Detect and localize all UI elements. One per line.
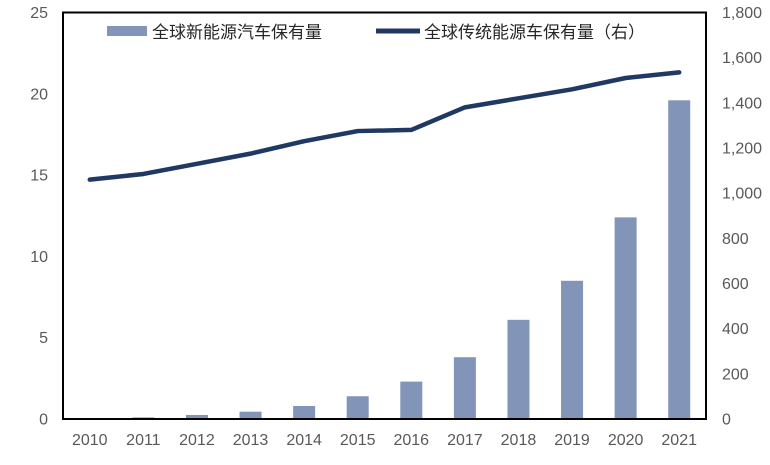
bar-2012 [185, 414, 208, 419]
right-axis-tick-label: 400 [722, 321, 749, 338]
right-axis-tick-label: 0 [722, 412, 731, 429]
x-axis-label-2020: 2020 [608, 432, 644, 449]
legend-line-series-label: 全球传统能源车保有量（右） [424, 23, 645, 42]
right-axis-tick-label: 600 [722, 276, 749, 293]
x-axis-label-2017: 2017 [447, 432, 483, 449]
right-axis-tick-label: 1,000 [722, 186, 762, 203]
left-axis-tick-label: 25 [30, 5, 48, 22]
right-axis-tick-label: 1,400 [722, 95, 762, 112]
left-axis-tick-label: 20 [30, 86, 48, 103]
x-axis-label-2011: 2011 [126, 432, 161, 449]
x-axis-label-2012: 2012 [179, 432, 215, 449]
bar-2013 [239, 411, 262, 419]
bar-2015 [346, 396, 369, 419]
left-axis-tick-labels: 0 5 10 15 20 25 [30, 5, 48, 429]
right-axis-tick-label: 1,200 [722, 141, 762, 158]
x-axis-label-2013: 2013 [233, 432, 269, 449]
right-axis-tick-label: 800 [722, 231, 749, 248]
left-axis-tick-label: 5 [39, 330, 48, 347]
x-axis-category-labels: 2010 2011 2012 2013 2014 2015 2016 2017 2018 2019… [72, 432, 697, 449]
traditional-vehicle-line-series [87, 70, 682, 182]
left-axis-tick-label: 15 [30, 168, 48, 185]
x-axis-label-2018: 2018 [501, 432, 537, 449]
bar-2017 [453, 357, 476, 419]
legend: 全球新能源汽车保有量 全球传统能源车保有量（右） [107, 23, 645, 42]
x-axis-label-2014: 2014 [286, 432, 322, 449]
x-axis-label-2015: 2015 [340, 432, 376, 449]
bar-2018 [507, 319, 530, 419]
legend-bar-swatch [107, 26, 147, 36]
bar-2014 [293, 405, 316, 419]
nev-bar-series [78, 100, 691, 419]
right-axis-tick-label: 200 [722, 366, 749, 383]
left-axis-tick-label: 0 [39, 412, 48, 429]
right-axis-tick-label: 1,800 [722, 5, 762, 22]
right-axis-tick-labels: 0 200 400 600 800 1,000 1,200 1,400 1,600 1,800 [722, 5, 762, 429]
x-axis-label-2021: 2021 [661, 432, 697, 449]
legend-bar-series-label: 全球新能源汽车保有量 [152, 23, 322, 42]
x-axis-label-2016: 2016 [393, 432, 429, 449]
bar-2019 [561, 280, 584, 419]
x-axis-label-2019: 2019 [554, 432, 590, 449]
bar-2020 [614, 217, 637, 419]
bar-2021 [668, 100, 691, 419]
bar-2016 [400, 381, 423, 419]
left-axis-tick-label: 10 [30, 249, 48, 266]
plot-area-border [62, 11, 707, 420]
x-axis-label-2010: 2010 [72, 432, 108, 449]
right-axis-tick-label: 1,600 [722, 50, 762, 67]
